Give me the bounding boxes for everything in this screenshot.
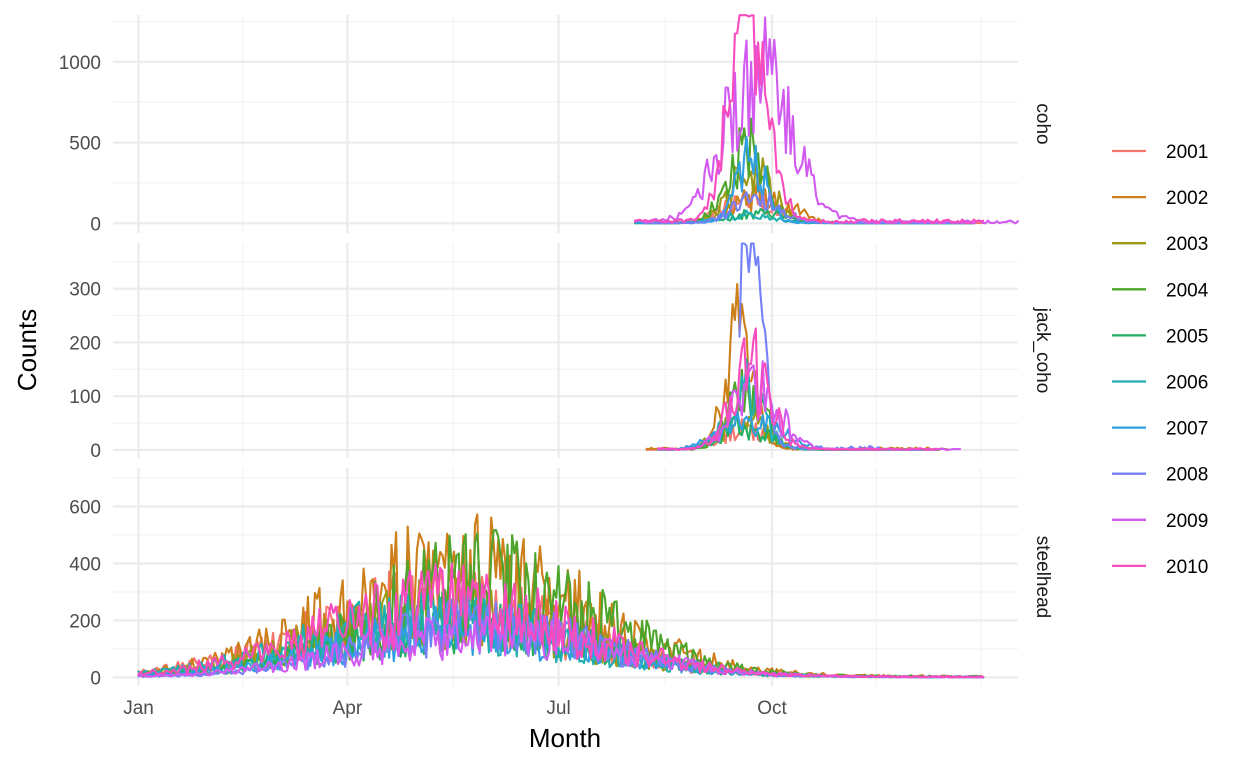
panel-jack_coho: 0 100 200 300 jack_coho — [69, 242, 1053, 462]
legend-label-2002: 2002 — [1166, 188, 1208, 209]
legend-label-2001: 2001 — [1166, 142, 1208, 163]
series-line-jack_coho-2010 — [657, 327, 938, 451]
series-line-coho-2003 — [645, 157, 973, 225]
series-line-jack_coho-2006 — [657, 358, 938, 451]
legend-label-2003: 2003 — [1166, 234, 1208, 255]
x-tick-label: Jul — [546, 698, 570, 719]
legend-label-2008: 2008 — [1166, 465, 1208, 486]
legend-label-2009: 2009 — [1166, 511, 1208, 532]
x-tick-label: Oct — [757, 698, 787, 719]
x-tick-label: Apr — [333, 698, 363, 719]
y-tick-label: 200 — [69, 333, 101, 354]
series-line-jack_coho-2002 — [645, 283, 950, 451]
y-tick-label: 500 — [69, 134, 101, 155]
x-tick-label: Jan — [123, 698, 154, 719]
chart-panels: 0 500 1000 coho 0 100 200 300 jack_coho 0 200 400 60… — [59, 14, 1053, 689]
legend-label-2006: 2006 — [1166, 373, 1208, 394]
legend-label-2010: 2010 — [1166, 557, 1208, 578]
legend-label-2005: 2005 — [1166, 326, 1208, 347]
y-tick-label: 100 — [69, 387, 101, 408]
series-line-steelhead-2010 — [137, 563, 985, 679]
y-tick-label: 600 — [69, 497, 101, 518]
y-tick-label: 1000 — [59, 53, 101, 74]
series-line-jack_coho-2009 — [657, 360, 962, 451]
x-axis-title: Month — [529, 723, 601, 753]
y-tick-label: 0 — [90, 214, 101, 235]
series-line-coho-2002 — [634, 173, 973, 225]
panel-coho: 0 500 1000 coho — [59, 14, 1053, 235]
facet-label-coho: coho — [1032, 103, 1053, 144]
series-line-coho-2010 — [634, 14, 985, 225]
y-tick-label: 300 — [69, 280, 101, 301]
panel-steelhead: 0 200 400 600 steelhead — [69, 468, 1053, 689]
series-line-coho-2009 — [634, 16, 1020, 225]
y-tick-label: 0 — [90, 668, 101, 689]
y-tick-label: 200 — [69, 611, 101, 632]
y-tick-label: 0 — [90, 441, 101, 462]
legend-label-2007: 2007 — [1166, 419, 1208, 440]
facet-label-jack_coho: jack_coho — [1032, 307, 1053, 394]
series-line-coho-2008 — [645, 191, 973, 225]
legend: 2001 2002 2003 2004 2005 2006 2007 2008 2009 2010 — [1112, 142, 1209, 578]
facet-label-steelhead: steelhead — [1032, 536, 1053, 618]
y-axis-title: Counts — [12, 309, 42, 391]
y-tick-label: 400 — [69, 554, 101, 575]
legend-label-2004: 2004 — [1166, 280, 1209, 301]
x-axis: Jan Apr Jul Oct — [123, 698, 787, 719]
